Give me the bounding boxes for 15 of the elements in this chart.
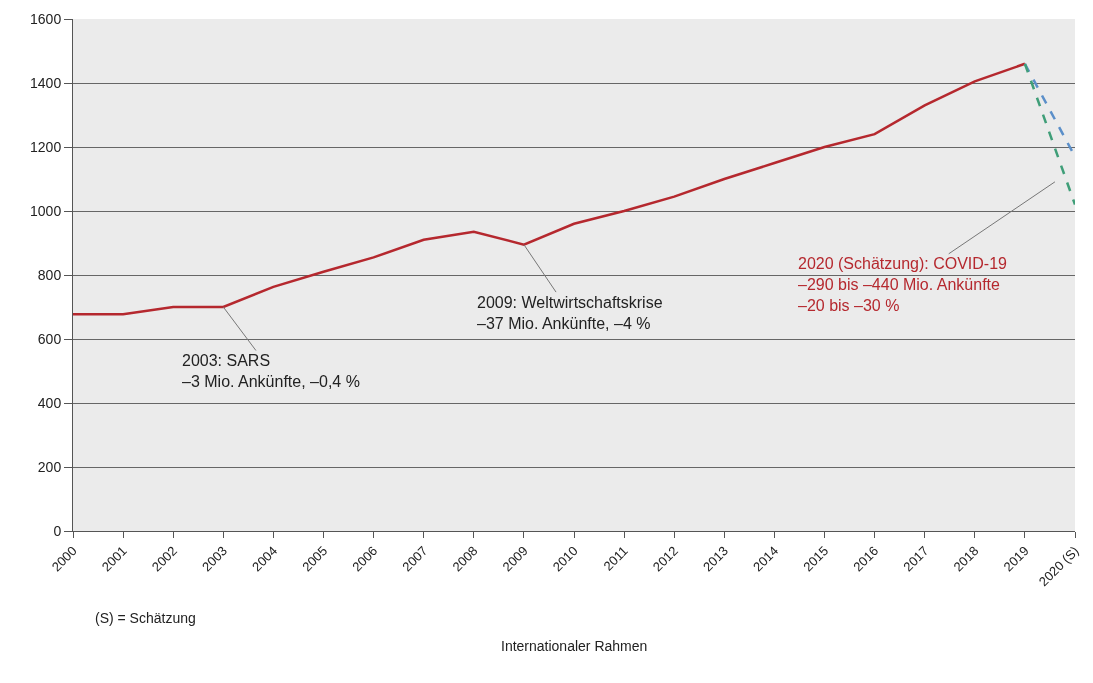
text: (S) = Schätzung [95, 610, 196, 626]
y-tick-label: 600 [37, 330, 62, 347]
annotation: 2003: SARS –3 Mio. Ankünfte, –0,4 % [182, 352, 360, 390]
annotation: 2009: Weltwirtschaftskrise –37 Mio. Ankünfte, –4 % [477, 294, 663, 332]
line-series [73, 62, 1027, 316]
y-tick-label: 1400 [30, 74, 62, 91]
y-tick-label: 0 [53, 522, 62, 539]
y-tick-label: 1000 [30, 202, 62, 219]
y-tick-label: 200 [37, 458, 62, 475]
y-tick-label: 1600 [30, 10, 62, 27]
y-tick-label: 400 [37, 394, 62, 411]
y-tick-label: 800 [37, 266, 62, 283]
annotation: 2020 (Schätzung): COVID-19 –290 bis –440 Mio. Ankünfte –20 bis –30 % [798, 255, 1008, 314]
y-tick-label: 1200 [30, 138, 62, 155]
text: Internationaler Rahmen [501, 638, 648, 654]
